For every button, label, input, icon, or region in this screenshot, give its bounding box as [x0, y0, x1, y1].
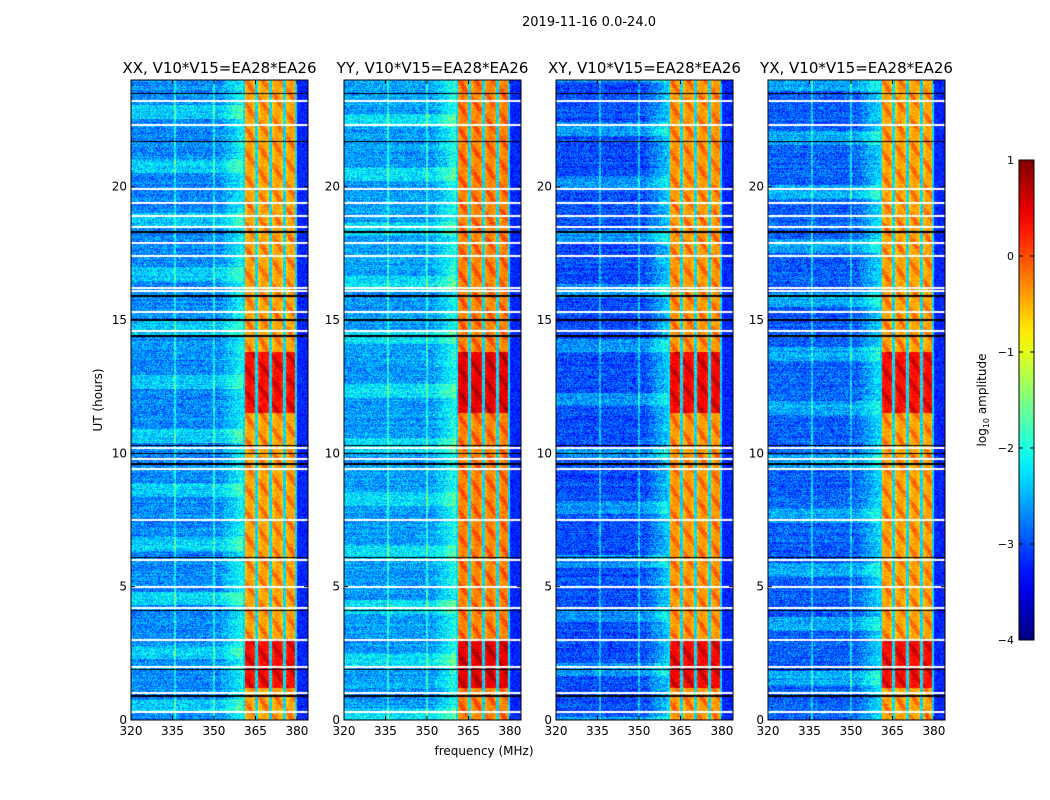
y-tick-label: 20	[112, 180, 127, 194]
axes-frame	[343, 79, 522, 721]
y-tick-label: 0	[332, 713, 340, 727]
y-tick-label: 20	[749, 180, 764, 194]
y-tick-label: 0	[119, 713, 127, 727]
colorbar-tick-label: −1	[998, 346, 1014, 359]
x-tick-label: 365	[881, 724, 904, 738]
y-tick-label: 5	[119, 580, 127, 594]
x-tick-label: 380	[498, 724, 521, 738]
y-tick-label: 10	[112, 446, 127, 460]
colorbar-gradient	[1018, 159, 1035, 641]
colorbar-label-rest: amplitude	[975, 354, 989, 418]
y-tick-label: 10	[749, 446, 764, 460]
x-tick-label: 335	[586, 724, 609, 738]
x-tick-label: 335	[374, 724, 397, 738]
axes-frame	[767, 79, 946, 721]
x-tick-label: 350	[840, 724, 863, 738]
x-tick-label: 335	[161, 724, 184, 738]
x-tick-label: 350	[628, 724, 651, 738]
x-tick-label: 350	[416, 724, 439, 738]
colorbar-tick-label: 1	[1007, 154, 1014, 167]
colorbar-label-main: log	[975, 428, 989, 446]
x-tick-label: 365	[457, 724, 480, 738]
heatmap-canvas	[556, 80, 733, 720]
colorbar-tick-label: 0	[1007, 250, 1014, 263]
panel-title: XY, V10*V15=EA28*EA26	[548, 59, 741, 77]
y-tick-label: 0	[756, 713, 764, 727]
panel-1: YY, V10*V15=EA28*EA26 320 335 350 365 380 0 5 10…	[325, 59, 529, 738]
figure-title: 2019-11-16 0.0-24.0	[522, 15, 656, 30]
x-tick-label: 380	[285, 724, 308, 738]
y-tick-label: 5	[332, 580, 340, 594]
y-tick-label: 15	[537, 313, 552, 327]
heatmap-canvas	[768, 80, 945, 720]
heatmap-canvas	[131, 80, 308, 720]
x-tick-label: 320	[333, 724, 356, 738]
axes-frame	[555, 79, 734, 721]
colorbar-tick-label: −2	[998, 442, 1014, 455]
x-tick-label: 380	[922, 724, 945, 738]
y-tick-label: 15	[749, 313, 764, 327]
x-tick-label: 335	[798, 724, 821, 738]
y-axis-label: UT (hours)	[91, 368, 105, 431]
panel-title: YY, V10*V15=EA28*EA26	[336, 59, 529, 77]
colorbar-tick-label: −4	[998, 634, 1014, 647]
panel-0: XX, V10*V15=EA28*EA26 320 335 350 365 380 0 5 10…	[112, 59, 317, 738]
x-tick-label: 365	[669, 724, 692, 738]
panel-2: XY, V10*V15=EA28*EA26 320 335 350 365 380 0 5 10…	[537, 59, 741, 738]
heatmap-image	[344, 80, 521, 720]
panel-title: YX, V10*V15=EA28*EA26	[759, 59, 953, 77]
x-tick-label: 320	[120, 724, 143, 738]
y-tick-label: 0	[544, 713, 552, 727]
colorbar-label: log10 amplitude	[975, 354, 991, 447]
heatmap-image	[131, 80, 308, 720]
x-tick-label: 320	[545, 724, 568, 738]
y-tick-label: 15	[325, 313, 340, 327]
x-tick-label: 350	[203, 724, 226, 738]
y-tick-label: 10	[325, 446, 340, 460]
colorbar-tick-label: −3	[998, 538, 1014, 551]
heatmap-image	[768, 80, 945, 720]
y-tick-label: 20	[537, 180, 552, 194]
colorbar-label-sub: 10	[982, 418, 991, 428]
axes-frame	[130, 79, 309, 721]
panels: XX, V10*V15=EA28*EA26 320 335 350 365 380 0 5 10…	[112, 59, 953, 738]
x-axis-label: frequency (MHz)	[434, 744, 533, 758]
y-tick-label: 15	[112, 313, 127, 327]
y-tick-label: 10	[537, 446, 552, 460]
y-tick-label: 20	[325, 180, 340, 194]
colorbar: 1 0 −1 −2 −3 −4	[998, 154, 1035, 647]
heatmap-canvas	[344, 80, 521, 720]
x-tick-label: 320	[757, 724, 780, 738]
panel-3: YX, V10*V15=EA28*EA26 320 335 350 365 380 0 5 10…	[749, 59, 953, 738]
x-tick-label: 365	[244, 724, 267, 738]
heatmap-image	[556, 80, 733, 720]
x-tick-label: 380	[710, 724, 733, 738]
panel-title: XX, V10*V15=EA28*EA26	[122, 59, 316, 77]
y-tick-label: 5	[756, 580, 764, 594]
y-tick-label: 5	[544, 580, 552, 594]
